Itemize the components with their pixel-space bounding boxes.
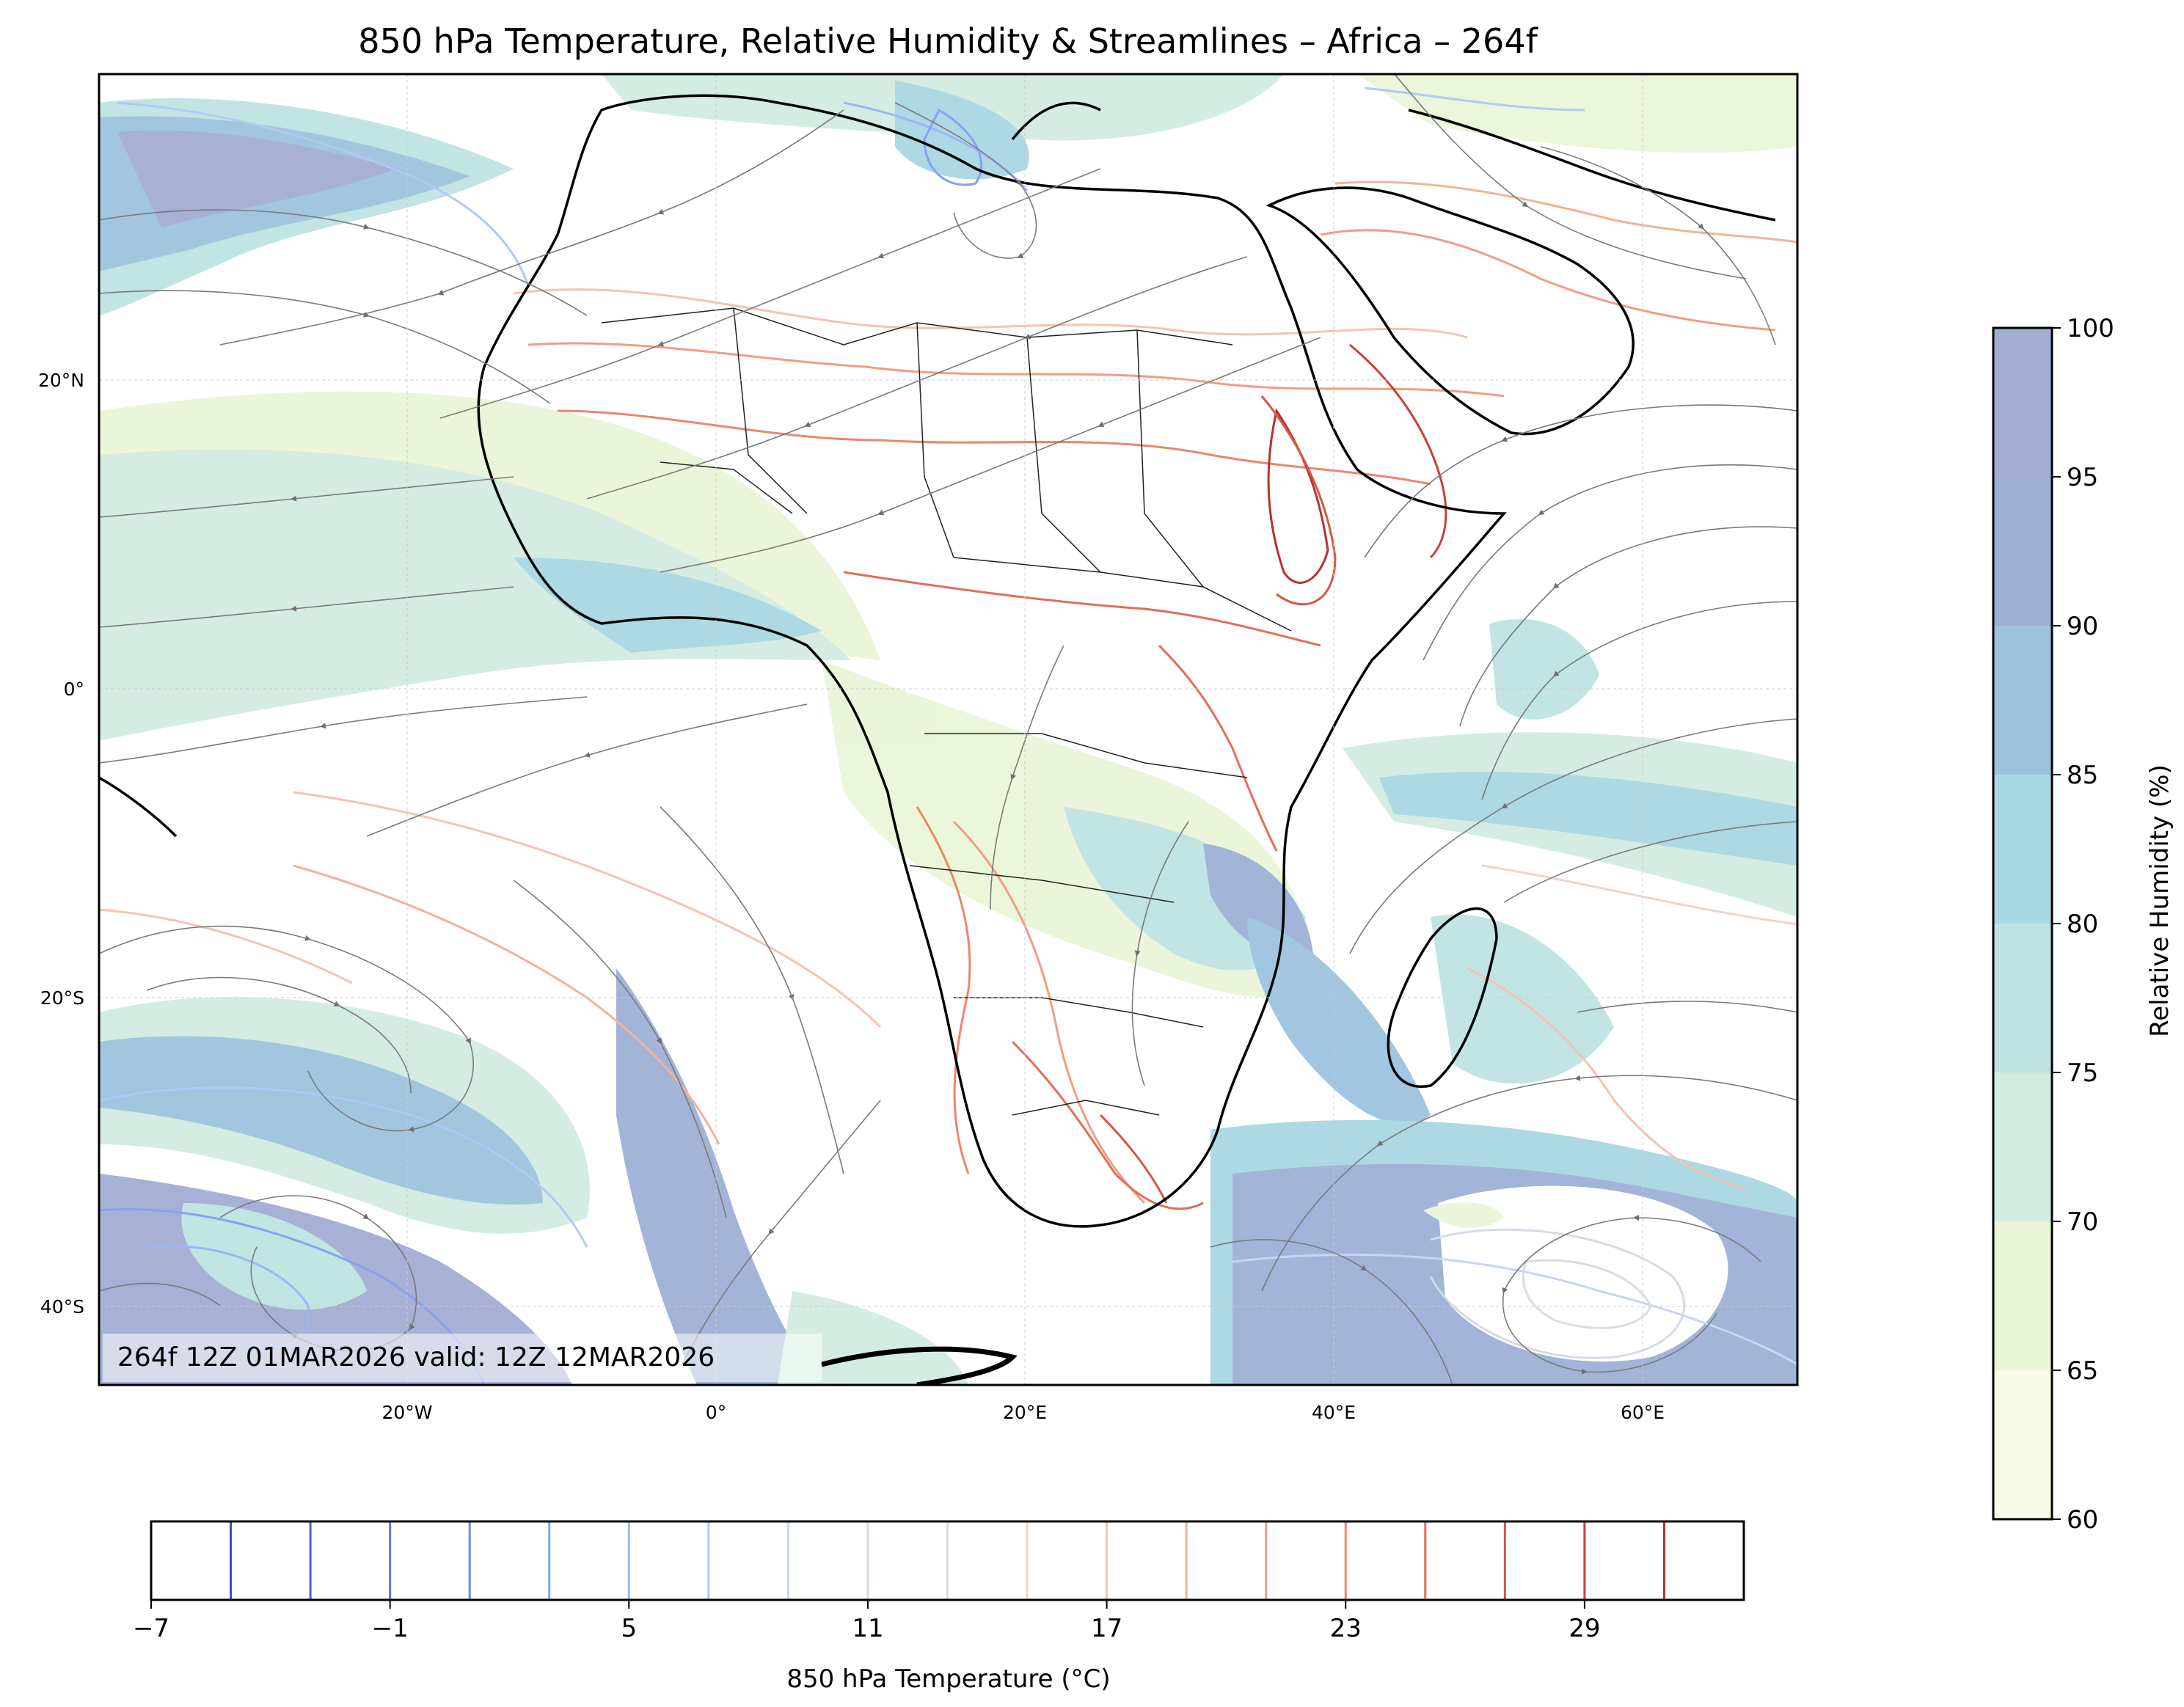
rh-colorbar-tick-label: 80 — [2067, 910, 2098, 939]
rh-colorbar-segment — [1993, 924, 2052, 1072]
temp-colorbar-tick-label: 5 — [621, 1614, 637, 1643]
rh-colorbar-tick-label: 60 — [2067, 1505, 2098, 1535]
rh-colorbar-tick-label: 75 — [2067, 1059, 2098, 1088]
temp-colorbar-tick-label: 17 — [1091, 1614, 1122, 1643]
lat-tick-label: 20°S — [40, 987, 84, 1009]
rh-colorbar-segment — [1993, 1072, 2052, 1221]
rh-colorbar-segment — [1993, 626, 2052, 775]
map-title: 850 hPa Temperature, Relative Humidity &… — [358, 21, 1538, 61]
coastlines — [99, 94, 1776, 1385]
temp-colorbar-frame — [150, 1520, 1745, 1601]
rh-colorbar-label: Relative Humidity (%) — [2145, 764, 2174, 1037]
lon-tick-label: 0° — [706, 1402, 726, 1423]
map-frame — [98, 73, 1799, 1386]
lat-tick-label: 40°S — [40, 1296, 84, 1317]
temp-colorbar-tick-label: −7 — [133, 1614, 169, 1643]
rh-colorbar-tick-label: 70 — [2067, 1207, 2098, 1237]
rh-colorbar-tick-label: 95 — [2067, 463, 2098, 492]
lon-tick-label: 20°W — [381, 1402, 432, 1423]
lon-tick-label: 40°E — [1312, 1402, 1356, 1423]
temp-colorbar-tick-label: −1 — [372, 1614, 409, 1643]
lat-tick-label: 0° — [64, 679, 84, 700]
run-stamp: 264f 12Z 01MAR2026 valid: 12Z 12MAR2026 — [117, 1342, 715, 1372]
temp-colorbar-tick-label: 23 — [1330, 1614, 1362, 1643]
rh-colorbar-tick-label: 65 — [2067, 1356, 2098, 1386]
lat-tick-label: 20°N — [38, 370, 84, 391]
rh-colorbar-segment — [1993, 477, 2052, 626]
temp-colorbar-tick-label: 11 — [852, 1614, 883, 1643]
streamlines — [99, 74, 1797, 1385]
lon-ticks: 20°W 0° 20°E 40°E 60°E — [381, 1402, 1665, 1423]
rh-colorbar: 60 65 70 75 80 85 90 95 100 — [1992, 314, 2114, 1535]
temp-colorbar-label: 850 hPa Temperature (°C) — [786, 1664, 1110, 1694]
lat-ticks: 20°N 0° 20°S 40°S — [38, 370, 84, 1317]
rh-colorbar-segment — [1993, 1370, 2052, 1519]
rh-colorbar-tick-label: 90 — [2067, 612, 2098, 641]
temp-colorbar: −7 −1 5 11 17 23 29 — [133, 1520, 1745, 1643]
rh-colorbar-segment — [1993, 775, 2052, 924]
temp-colorbar-tick-label: 29 — [1568, 1614, 1600, 1643]
lon-tick-label: 20°E — [1003, 1402, 1047, 1423]
lon-tick-label: 60°E — [1621, 1402, 1665, 1423]
rh-colorbar-tick-label: 85 — [2067, 761, 2098, 790]
rh-colorbar-tick-label: 100 — [2067, 314, 2114, 343]
rh-colorbar-segment — [1993, 1221, 2052, 1370]
rh-colorbar-segment — [1993, 328, 2052, 477]
map-panel: 264f 12Z 01MAR2026 valid: 12Z 12MAR2026 — [99, 74, 1797, 1385]
graticule — [99, 74, 1797, 1385]
